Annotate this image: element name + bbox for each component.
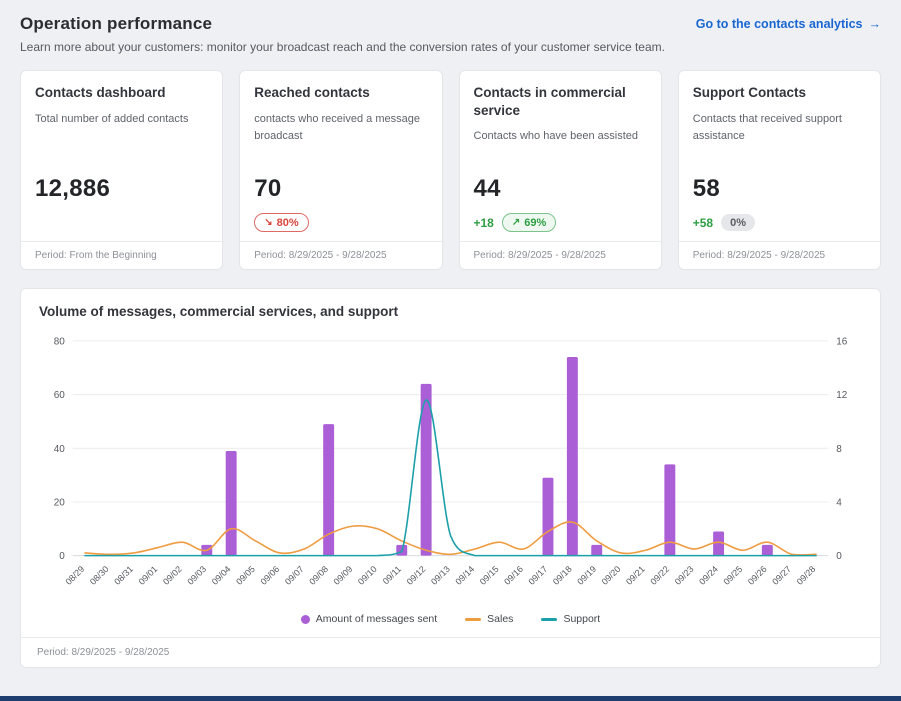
card-period: Period: 8/29/2025 - 9/28/2025 — [240, 241, 442, 269]
svg-text:60: 60 — [54, 390, 66, 401]
trend-badge-value: 69% — [524, 216, 547, 229]
trend-badge-value: 0% — [730, 216, 747, 229]
trend-badge-positive: ↗ 69% — [501, 213, 557, 232]
svg-text:09/23: 09/23 — [673, 564, 696, 587]
svg-text:09/11: 09/11 — [381, 564, 403, 586]
delta-value: +58 — [692, 215, 714, 230]
svg-text:12: 12 — [836, 390, 848, 401]
page-subtitle: Learn more about your customers: monitor… — [20, 40, 665, 54]
svg-text:09/12: 09/12 — [405, 564, 428, 587]
messages-marker-icon — [300, 614, 310, 624]
svg-text:09/17: 09/17 — [527, 564, 550, 587]
contacts-analytics-link[interactable]: Go to the contacts analytics → — [696, 17, 881, 31]
stat-cards-row: Contacts dashboard Total number of added… — [20, 70, 881, 270]
badge-row: +18 ↗ 69% — [474, 212, 647, 233]
svg-text:09/28: 09/28 — [795, 564, 818, 587]
chart-legend: Amount of messages sent Sales Support — [21, 613, 880, 637]
legend-label: Sales — [487, 613, 514, 626]
svg-text:16: 16 — [836, 336, 848, 347]
svg-text:09/01: 09/01 — [137, 564, 160, 587]
page-title: Operation performance — [20, 14, 213, 33]
card-reached-contacts: Reached contacts contacts who received a… — [239, 70, 443, 270]
svg-text:09/21: 09/21 — [624, 564, 647, 587]
svg-text:09/19: 09/19 — [575, 564, 598, 587]
chart-period: Period: 8/29/2025 - 9/28/2025 — [21, 637, 880, 667]
card-value: 58 — [692, 175, 721, 202]
card-period: Period: 8/29/2025 - 9/28/2025 — [459, 241, 661, 269]
svg-text:8: 8 — [836, 444, 842, 455]
svg-text:09/24: 09/24 — [697, 564, 720, 587]
legend-label: Amount of messages sent — [315, 613, 438, 626]
svg-text:09/07: 09/07 — [283, 564, 306, 587]
svg-text:0: 0 — [59, 551, 65, 562]
svg-text:09/05: 09/05 — [234, 564, 257, 587]
svg-text:0: 0 — [836, 551, 842, 562]
svg-text:09/15: 09/15 — [478, 564, 501, 587]
badge-row — [35, 212, 208, 233]
svg-text:08/31: 08/31 — [112, 564, 135, 587]
legend-item-support[interactable]: Support — [541, 613, 600, 625]
badge-row: +58 0% — [693, 212, 866, 233]
legend-item-sales[interactable]: Sales — [465, 613, 513, 625]
card-title: Contacts dashboard — [35, 85, 166, 100]
card-value: 70 — [254, 175, 282, 202]
svg-text:09/06: 09/06 — [258, 564, 281, 587]
card-value: 12,886 — [35, 175, 111, 202]
svg-text:09/02: 09/02 — [161, 564, 184, 587]
svg-text:08/29: 08/29 — [63, 564, 86, 587]
card-description: Contacts who have been assisted — [473, 130, 639, 143]
delta-value: +18 — [473, 215, 494, 230]
sales-marker-icon — [465, 617, 482, 621]
svg-text:09/20: 09/20 — [600, 564, 623, 587]
legend-item-messages[interactable]: Amount of messages sent — [300, 613, 438, 626]
trend-down-icon: ↘ — [264, 216, 273, 228]
trend-badge-negative: ↘ 80% — [254, 213, 309, 232]
svg-text:08/30: 08/30 — [88, 564, 111, 587]
card-period: Period: From the Beginning — [21, 241, 223, 269]
card-period: Period: 8/29/2025 - 9/28/2025 — [678, 241, 880, 269]
legend-label: Support — [563, 613, 601, 626]
svg-text:09/27: 09/27 — [770, 564, 793, 587]
operation-performance-page: Operation performance Go to the contacts… — [20, 14, 881, 669]
contacts-analytics-link-label: Go to the contacts analytics — [695, 17, 863, 31]
svg-text:09/03: 09/03 — [185, 564, 208, 587]
trend-badge-value: 80% — [276, 216, 299, 229]
chart-area: 0 0 20 4 40 8 60 12 80 16 08/29 08/30 08/31 09/01 09/0… — [21, 321, 880, 613]
card-contacts-dashboard: Contacts dashboard Total number of added… — [20, 70, 224, 270]
trend-up-icon: ↗ — [511, 216, 521, 228]
card-description: Contacts that received support assistanc… — [692, 112, 842, 142]
card-value: 44 — [473, 175, 501, 202]
page-header: Operation performance Go to the contacts… — [20, 14, 881, 34]
card-title: Support Contacts — [692, 85, 806, 100]
volume-chart-card: Volume of messages, commercial services,… — [20, 288, 881, 669]
svg-text:4: 4 — [836, 497, 842, 508]
svg-text:09/13: 09/13 — [429, 564, 452, 587]
support-marker-icon — [541, 617, 558, 621]
bottom-bar — [0, 696, 901, 701]
svg-text:09/04: 09/04 — [210, 564, 233, 587]
svg-text:80: 80 — [54, 336, 66, 347]
card-commercial-service-contacts: Contacts in commercial service Contacts … — [458, 70, 662, 270]
svg-text:09/25: 09/25 — [721, 564, 744, 587]
trend-badge-neutral: 0% — [721, 214, 756, 231]
chart-title: Volume of messages, commercial services,… — [39, 304, 399, 319]
card-description: Total number of added contacts — [35, 112, 189, 125]
card-support-contacts: Support Contacts Contacts that received … — [677, 70, 881, 270]
card-description: contacts who received a message broadcas… — [254, 112, 420, 142]
svg-text:09/22: 09/22 — [648, 564, 671, 587]
svg-text:09/08: 09/08 — [307, 564, 330, 587]
badge-row: ↘ 80% — [254, 212, 427, 233]
svg-text:09/18: 09/18 — [551, 564, 574, 587]
arrow-right-icon: → — [868, 17, 882, 31]
svg-text:09/10: 09/10 — [356, 564, 379, 587]
svg-text:20: 20 — [54, 497, 66, 508]
svg-text:09/26: 09/26 — [746, 564, 769, 587]
card-title: Contacts in commercial service — [473, 85, 626, 118]
card-title: Reached contacts — [254, 85, 370, 100]
svg-text:09/09: 09/09 — [332, 564, 355, 587]
svg-text:40: 40 — [54, 444, 66, 455]
svg-text:09/16: 09/16 — [502, 564, 525, 587]
svg-text:09/14: 09/14 — [453, 564, 476, 587]
